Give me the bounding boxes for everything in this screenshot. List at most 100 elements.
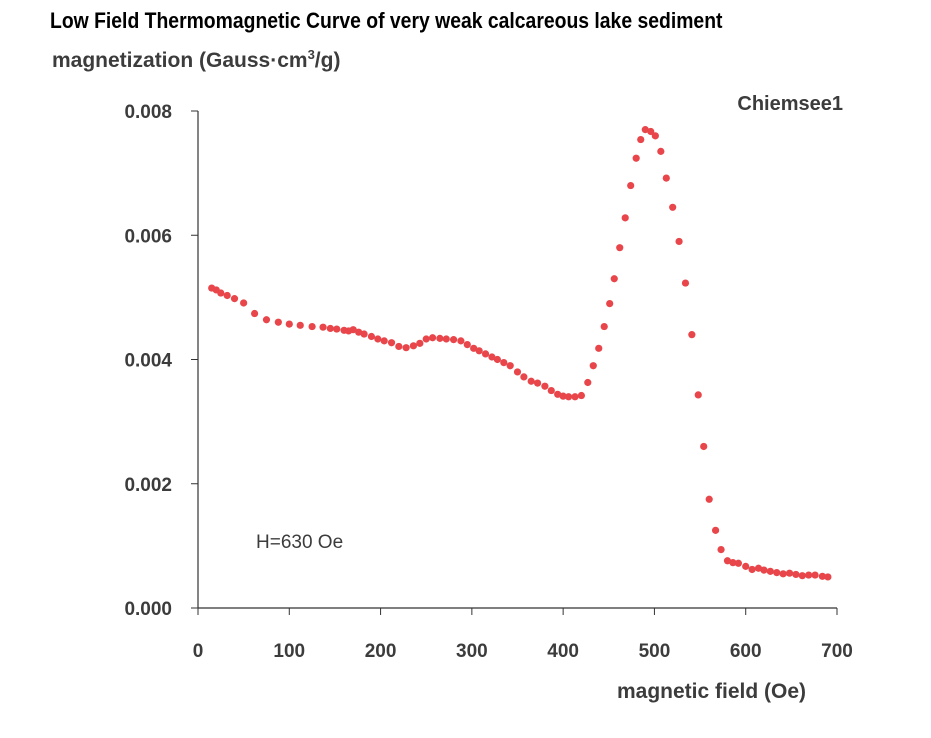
y-axis-label: magnetization (Gauss·cm3/g): [52, 47, 340, 73]
x-tick-label: 200: [365, 641, 397, 662]
tick-labels: 0 100 200 300 400 500 600 700 0.000 0.002 0.004 0.0…: [124, 102, 852, 662]
data-point: [742, 562, 750, 570]
data-point: [792, 570, 800, 579]
data-point: [506, 362, 514, 370]
data-point: [824, 573, 832, 581]
data-point: [754, 564, 763, 572]
data-point: [520, 373, 528, 381]
data-point: [274, 318, 282, 326]
data-point: [402, 344, 410, 352]
data-point: [349, 326, 357, 334]
data-point: [395, 342, 403, 351]
data-point: [700, 442, 708, 451]
data-point: [688, 331, 696, 339]
x-tick-label: 700: [821, 641, 853, 662]
data-point: [565, 393, 573, 401]
data-point: [705, 495, 713, 503]
data-point: [637, 135, 645, 144]
x-tick-label: 500: [639, 641, 671, 662]
data-point: [463, 340, 471, 349]
data-point: [766, 567, 774, 575]
data-point: [326, 324, 334, 333]
data-point: [355, 328, 363, 336]
y-tick-label: 0.000: [124, 599, 172, 620]
data-point: [805, 571, 813, 579]
data-point: [811, 571, 819, 579]
data-point: [262, 316, 271, 324]
y-tick-label: 0.008: [124, 102, 172, 123]
data-point: [217, 289, 225, 297]
data-point: [436, 334, 444, 342]
data-point: [584, 378, 592, 387]
data-point: [380, 337, 388, 345]
data-point: [616, 244, 624, 252]
x-tick-label: 100: [273, 641, 305, 662]
data-point: [230, 295, 239, 303]
data-point: [600, 322, 608, 331]
data-point: [577, 391, 586, 400]
data-point: [641, 126, 649, 134]
data-point: [627, 181, 635, 190]
data-point: [773, 568, 781, 577]
data-point: [632, 154, 640, 162]
y-axis-label-superscript: 3: [307, 47, 315, 62]
data-point: [748, 565, 756, 574]
data-point: [409, 342, 418, 350]
data-point: [717, 546, 725, 554]
x-tick-label: 600: [730, 641, 762, 662]
data-point: [595, 344, 603, 352]
data-point: [360, 330, 368, 338]
field-annotation: H=630 Oe: [256, 532, 343, 553]
data-point: [723, 557, 732, 565]
data-point: [457, 337, 465, 345]
y-tick-label: 0.004: [124, 351, 172, 372]
data-point: [296, 321, 304, 329]
data-point: [488, 353, 496, 361]
data-point: [285, 320, 293, 328]
data-point: [223, 291, 231, 300]
data-point: [571, 393, 579, 401]
data-point: [387, 339, 396, 347]
data-point: [621, 214, 629, 222]
data-point: [308, 322, 316, 331]
data-point: [513, 368, 522, 376]
data-point: [333, 325, 341, 333]
data-point: [647, 127, 655, 136]
data-point: [669, 203, 677, 211]
data-point: [734, 559, 743, 567]
data-point: [681, 279, 690, 287]
data-point: [541, 382, 549, 390]
data-point: [470, 344, 478, 352]
y-axis-label-suffix: /g): [314, 49, 341, 72]
x-tick-label: 400: [547, 641, 579, 662]
data-point: [559, 392, 567, 400]
data-point: [533, 379, 542, 387]
series-label: Chiemsee1: [737, 93, 843, 115]
data-point: [798, 572, 806, 580]
chart-title: Low Field Thermomagnetic Curve of very w…: [50, 8, 723, 33]
data-point: [547, 386, 555, 395]
data-point: [481, 350, 490, 358]
data-point: [500, 359, 508, 367]
data-point: [319, 323, 327, 331]
data-point: [240, 299, 248, 307]
data-point: [554, 390, 562, 398]
y-tick-label: 0.002: [124, 475, 172, 496]
data-point: [422, 335, 430, 343]
data-point: [450, 336, 458, 344]
y-tick-label: 0.006: [124, 226, 172, 247]
x-tick-label: 300: [456, 641, 488, 662]
data-point: [785, 569, 794, 577]
data-point: [651, 132, 659, 140]
data-point: [493, 355, 502, 364]
data-point: [711, 526, 720, 534]
x-tick-label: 0: [193, 641, 204, 662]
data-point: [657, 147, 665, 155]
data-point: [374, 335, 382, 343]
data-point: [416, 339, 424, 347]
data-point: [610, 275, 618, 283]
data-point: [442, 335, 450, 343]
data-point: [662, 174, 670, 182]
y-axis-label-prefix: magnetization (Gauss·cm: [52, 49, 308, 72]
